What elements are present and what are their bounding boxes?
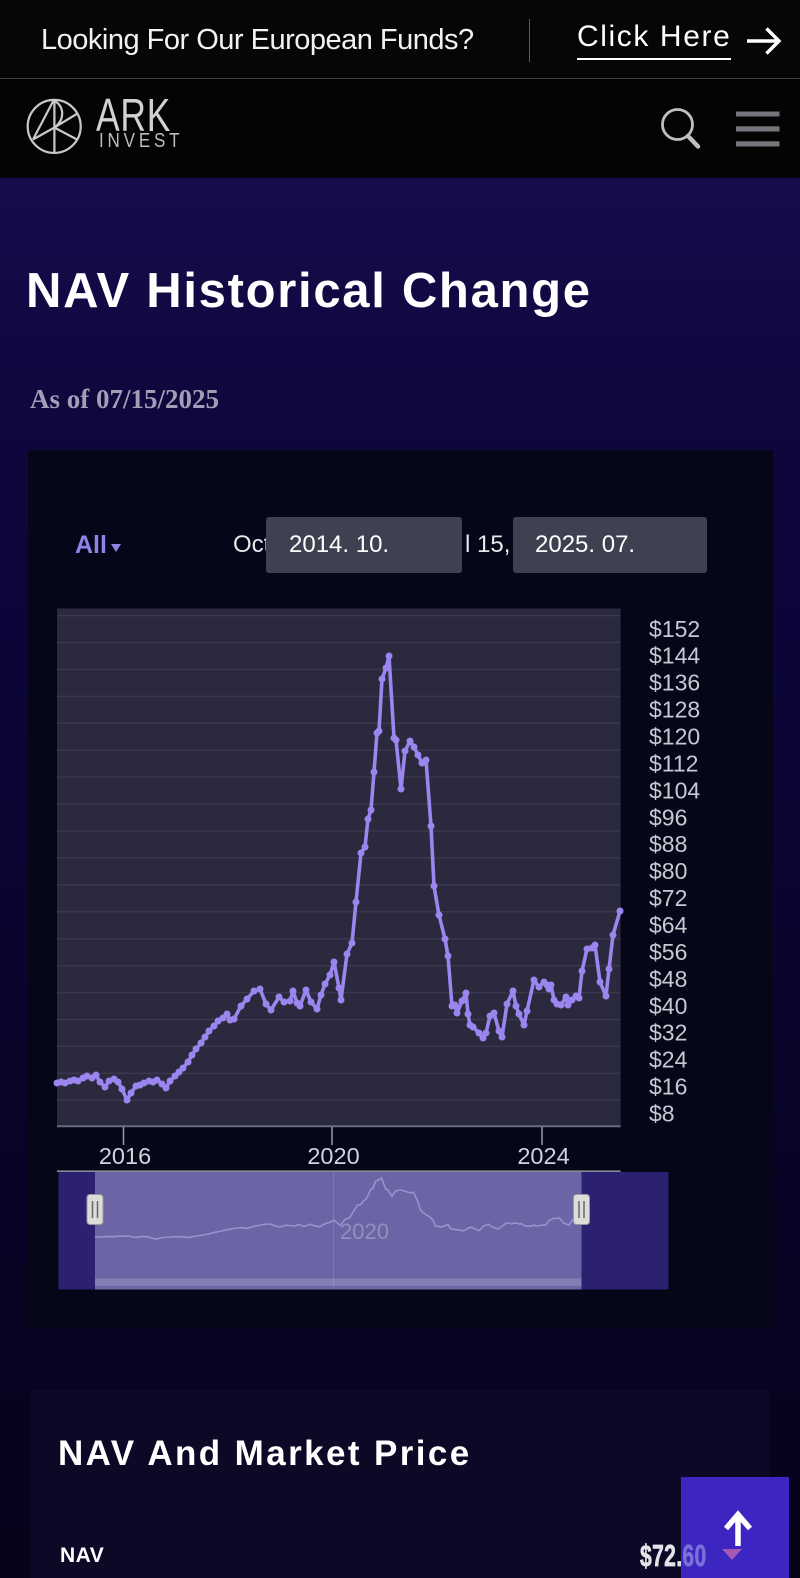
svg-text:$64: $64 <box>649 912 688 938</box>
svg-text:$40: $40 <box>649 993 687 1019</box>
svg-text:$136: $136 <box>649 670 700 696</box>
svg-text:$16: $16 <box>649 1074 687 1100</box>
svg-text:$80: $80 <box>649 858 687 884</box>
svg-text:$104: $104 <box>649 777 700 803</box>
svg-text:$48: $48 <box>649 966 687 992</box>
svg-text:2024: 2024 <box>517 1143 569 1169</box>
svg-text:$24: $24 <box>649 1047 688 1073</box>
svg-text:2016: 2016 <box>99 1143 151 1169</box>
svg-text:$152: $152 <box>649 616 700 642</box>
svg-text:$72: $72 <box>649 885 687 911</box>
svg-text:$8: $8 <box>649 1101 675 1127</box>
svg-text:$32: $32 <box>649 1020 687 1046</box>
svg-text:$128: $128 <box>649 697 700 723</box>
svg-text:$96: $96 <box>649 804 687 830</box>
svg-text:$88: $88 <box>649 831 687 857</box>
svg-text:2020: 2020 <box>307 1143 359 1169</box>
svg-text:2020: 2020 <box>340 1219 389 1244</box>
svg-text:$120: $120 <box>649 724 700 750</box>
svg-text:$144: $144 <box>649 643 700 669</box>
svg-text:$112: $112 <box>649 750 698 776</box>
svg-text:$56: $56 <box>649 939 687 965</box>
